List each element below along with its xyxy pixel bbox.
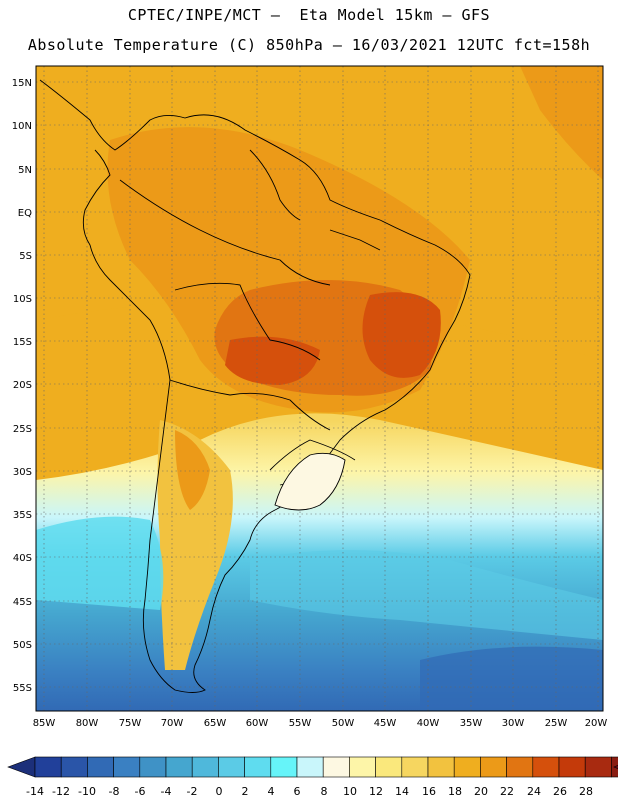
colorbar-segment xyxy=(34,756,62,778)
lat-label: 45S xyxy=(13,597,32,608)
colorbar-label: 14 xyxy=(395,785,409,798)
lat-label: 25S xyxy=(13,424,32,435)
colorbar-label: 24 xyxy=(527,785,541,798)
lat-label: 20S xyxy=(13,380,32,391)
colorbar-segment xyxy=(349,756,376,778)
colorbar-segment xyxy=(558,756,586,778)
lat-label: EQ xyxy=(18,208,32,219)
colorbar-segment xyxy=(401,756,429,778)
colorbar-label: -10 xyxy=(78,785,96,798)
colorbar-segment xyxy=(506,756,534,778)
map-title-line1: CPTEC/INPE/MCT – Eta Model 15km – GFS xyxy=(127,6,491,24)
lon-label: 20W xyxy=(585,718,608,729)
colorbar-label: 10 xyxy=(343,785,357,798)
colorbar-label: 0 xyxy=(216,785,223,798)
lon-label: 65W xyxy=(204,718,227,729)
colorbar-label: 18 xyxy=(448,785,462,798)
colorbar-label: 20 xyxy=(474,785,488,798)
lat-label: 5N xyxy=(18,165,32,176)
colorbar-segment xyxy=(532,756,560,778)
lat-label: 10N xyxy=(12,121,32,132)
lon-label: 85W xyxy=(33,718,56,729)
colorbar-segment xyxy=(191,756,219,778)
lon-label: 40W xyxy=(417,718,440,729)
map-frame xyxy=(35,65,604,712)
colorbar-segment xyxy=(60,756,88,778)
lat-label: 15S xyxy=(13,337,32,348)
colorbar-labels: -14 -12 -10 -8 -6 -4 -2 0 2 4 6 8 10 12 … xyxy=(26,785,593,798)
colorbar-label: 28 xyxy=(579,785,593,798)
map-title-line2: Absolute Temperature (C) 850hPa – 16/03/… xyxy=(27,36,591,54)
lon-label: 75W xyxy=(119,718,142,729)
lon-label: 55W xyxy=(289,718,312,729)
lat-label: 30S xyxy=(13,467,32,478)
colorbar-label: -8 xyxy=(109,785,120,798)
colorbar-label: 22 xyxy=(500,785,514,798)
colorbar-label: 26 xyxy=(553,785,567,798)
lat-label: 15N xyxy=(12,78,32,89)
lat-label: 10S xyxy=(13,294,32,305)
colorbar-label: -4 xyxy=(161,785,172,798)
lat-label: 55S xyxy=(13,683,32,694)
colorbar-label: 4 xyxy=(268,785,275,798)
colorbar xyxy=(7,756,618,778)
lat-label: 40S xyxy=(13,553,32,564)
lon-label: 45W xyxy=(374,718,397,729)
colorbar-segment xyxy=(322,756,350,778)
colorbar-segment xyxy=(244,756,272,778)
lon-label: 35W xyxy=(460,718,483,729)
lon-label: 30W xyxy=(502,718,525,729)
colorbar-segment xyxy=(218,756,245,778)
colorbar-label: 6 xyxy=(294,785,301,798)
colorbar-label: -14 xyxy=(26,785,44,798)
lon-label: 60W xyxy=(246,718,269,729)
latitude-labels: 15N 10N 5N EQ 5S 10S 15S 20S 25S 30S 35S… xyxy=(12,78,32,694)
colorbar-segment xyxy=(480,756,507,778)
colorbar-segment xyxy=(453,756,481,778)
lat-label: 50S xyxy=(13,640,32,651)
colorbar-label: -2 xyxy=(187,785,198,798)
colorbar-label: -12 xyxy=(52,785,70,798)
lon-label: 70W xyxy=(161,718,184,729)
lon-label: 80W xyxy=(76,718,99,729)
colorbar-label: 12 xyxy=(369,785,383,798)
lat-label: 35S xyxy=(13,510,32,521)
colorbar-label: 8 xyxy=(321,785,328,798)
temperature-field xyxy=(36,66,603,711)
colorbar-under-arrow xyxy=(7,756,36,778)
colorbar-segment xyxy=(375,756,403,778)
colorbar-label: 2 xyxy=(242,785,249,798)
colorbar-segment xyxy=(165,756,193,778)
colorbar-segment xyxy=(139,756,167,778)
lat-label: 5S xyxy=(19,251,32,262)
colorbar-label: 16 xyxy=(422,785,436,798)
longitude-labels: 85W 80W 75W 70W 65W 60W 55W 50W 45W 40W … xyxy=(33,718,608,729)
uruguay-region xyxy=(274,452,346,511)
colorbar-segment xyxy=(296,756,324,778)
lon-label: 50W xyxy=(332,718,355,729)
colorbar-segment xyxy=(270,756,298,778)
colorbar-over-arrow xyxy=(613,764,618,770)
colorbar-label: -6 xyxy=(135,785,146,798)
colorbar-segment xyxy=(113,756,141,778)
colorbar-segment xyxy=(584,756,612,778)
colorbar-segment xyxy=(87,756,114,778)
lon-label: 25W xyxy=(545,718,568,729)
colorbar-segment xyxy=(427,756,455,778)
